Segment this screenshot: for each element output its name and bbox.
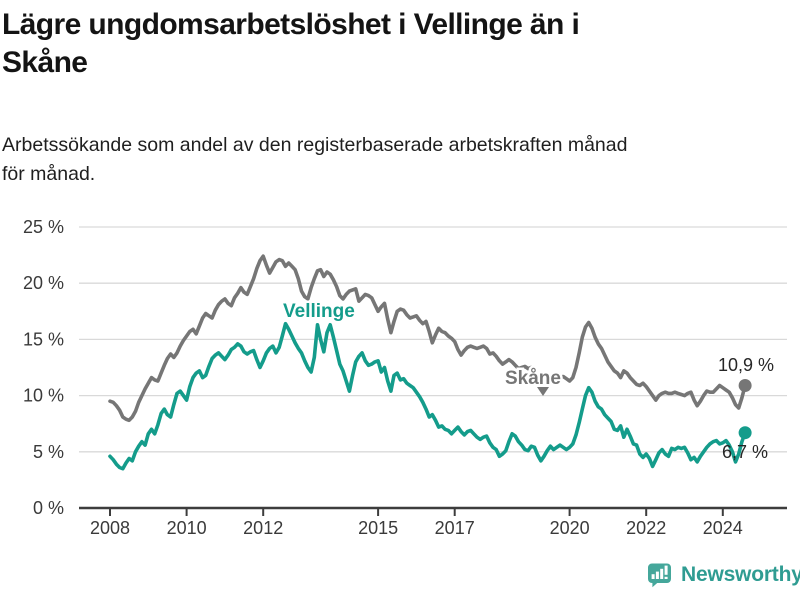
y-tick-label-25: 25 % <box>23 217 64 237</box>
x-tick-label-2010: 2010 <box>167 518 207 538</box>
title-line-2: Skåne <box>2 46 88 79</box>
end-value-label-vellinge: 6,7 % <box>722 442 768 462</box>
x-tick-label-2008: 2008 <box>90 518 130 538</box>
end-dot-vellinge <box>738 426 752 440</box>
end-value-label-skane: 10,9 % <box>718 355 774 375</box>
series-label-vellinge: Vellinge <box>283 301 355 322</box>
title-line-1: Lägre ungdomsarbetslöshet i Vellinge än … <box>2 8 580 41</box>
y-tick-label-5: 5 % <box>33 442 64 462</box>
series-line-vellinge <box>108 321 747 471</box>
end-dot-skåne <box>738 378 752 392</box>
caret-down-icon <box>537 387 549 396</box>
y-tick-label-20: 20 % <box>23 273 64 293</box>
x-tick-label-2017: 2017 <box>435 518 475 538</box>
x-tick-label-2024: 2024 <box>703 518 743 538</box>
newsworthy-logo: Newsworthy <box>644 560 800 590</box>
y-tick-label-10: 10 % <box>23 386 64 406</box>
y-tick-label-0: 0 % <box>33 498 64 518</box>
x-tick-label-2022: 2022 <box>626 518 666 538</box>
bar-chart-speech-bubble-icon <box>648 563 671 588</box>
page-subtitle: Arbetssökande som andel av den registerb… <box>2 131 782 189</box>
brand-name: Newsworthy <box>681 563 800 586</box>
series-line-skåne <box>108 254 747 423</box>
x-tick-label-2012: 2012 <box>243 518 283 538</box>
series-label-skane: Skåne <box>505 368 561 389</box>
y-tick-label-15: 15 % <box>23 329 64 349</box>
page-title: Lägre ungdomsarbetslöshet i Vellinge än … <box>2 6 782 82</box>
subtitle-line-2: för månad. <box>2 163 96 185</box>
x-tick-label-2015: 2015 <box>358 518 398 538</box>
subtitle-line-1: Arbetssökande som andel av den registerb… <box>2 134 628 156</box>
x-tick-label-2020: 2020 <box>550 518 590 538</box>
